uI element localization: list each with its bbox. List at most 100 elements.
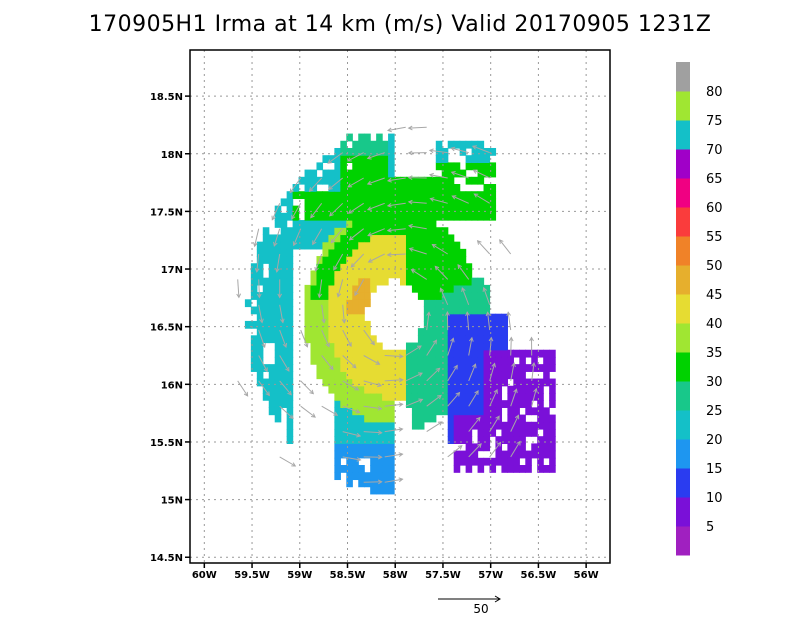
wind-cell bbox=[441, 169, 449, 178]
wind-cell bbox=[376, 198, 383, 207]
wind-cell bbox=[322, 342, 330, 351]
wind-cell bbox=[429, 212, 437, 221]
wind-cell bbox=[429, 184, 437, 192]
colorbar-label: 75 bbox=[706, 114, 723, 129]
wind-cell bbox=[447, 292, 455, 300]
wind-cell bbox=[423, 407, 431, 416]
wind-cell bbox=[370, 184, 377, 192]
wind-cell bbox=[328, 356, 335, 365]
wind-cell bbox=[435, 162, 443, 171]
wind-cell bbox=[489, 349, 497, 358]
wind-cell bbox=[358, 277, 365, 286]
wind-cell bbox=[352, 320, 359, 329]
wind-cell bbox=[286, 428, 294, 437]
wind-cell bbox=[489, 414, 497, 423]
wind-cell bbox=[334, 184, 341, 192]
wind-vector-head bbox=[355, 409, 361, 414]
wind-vector bbox=[363, 380, 382, 387]
wind-cell bbox=[465, 342, 473, 351]
wind-cell bbox=[441, 385, 449, 394]
wind-vector bbox=[347, 177, 364, 188]
wind-cell bbox=[340, 443, 347, 452]
wind-cell bbox=[280, 256, 288, 264]
wind-cell bbox=[429, 328, 437, 336]
wind-vector bbox=[300, 380, 314, 395]
wind-cell bbox=[310, 320, 318, 329]
wind-cell bbox=[328, 378, 335, 387]
wind-cell bbox=[358, 371, 365, 380]
wind-cell bbox=[334, 241, 341, 250]
wind-cell bbox=[411, 234, 419, 243]
wind-cell bbox=[549, 465, 556, 473]
wind-cell bbox=[358, 198, 365, 207]
colorbar-segment bbox=[676, 410, 690, 440]
wind-cell bbox=[382, 356, 389, 365]
wind-cell bbox=[280, 364, 288, 372]
wind-cell bbox=[352, 140, 359, 149]
wind-cell bbox=[334, 205, 341, 214]
wind-cell bbox=[477, 392, 485, 401]
wind-vector-head bbox=[321, 318, 327, 324]
wind-vector bbox=[426, 421, 443, 433]
wind-cell bbox=[495, 436, 503, 444]
wind-cell bbox=[423, 184, 431, 192]
wind-cell bbox=[376, 486, 383, 495]
wind-vector bbox=[468, 390, 479, 407]
wind-vector bbox=[429, 174, 448, 179]
wind-cell bbox=[352, 227, 359, 236]
wind-cell bbox=[334, 212, 341, 221]
wind-cell bbox=[310, 356, 318, 365]
wind-cell bbox=[382, 162, 389, 171]
wind-cell bbox=[280, 234, 288, 243]
wind-cell bbox=[328, 313, 335, 322]
wind-cell bbox=[549, 457, 556, 466]
wind-cell bbox=[286, 421, 294, 430]
wind-vector-head bbox=[439, 287, 445, 293]
wind-cell bbox=[459, 212, 467, 221]
wind-cell bbox=[447, 306, 455, 315]
colorbar-segment bbox=[676, 381, 690, 411]
wind-cell bbox=[441, 356, 449, 365]
wind-cell bbox=[250, 284, 258, 293]
wind-cell bbox=[549, 349, 556, 358]
colorbar-label: 30 bbox=[706, 375, 723, 390]
wind-cell bbox=[477, 371, 485, 380]
wind-cell bbox=[322, 320, 330, 329]
wind-vector bbox=[387, 177, 406, 182]
wind-cell bbox=[471, 443, 479, 452]
wind-cell bbox=[459, 436, 467, 444]
wind-cell bbox=[346, 385, 353, 394]
wind-cell bbox=[400, 234, 407, 243]
wind-cell bbox=[304, 241, 312, 250]
wind-cell bbox=[358, 270, 365, 279]
wind-cell bbox=[405, 400, 413, 408]
wind-cell bbox=[388, 234, 395, 243]
wind-cell bbox=[382, 169, 389, 178]
wind-vector bbox=[342, 405, 360, 413]
wind-cell bbox=[352, 212, 359, 221]
wind-cell bbox=[286, 436, 294, 444]
wind-cell bbox=[447, 320, 455, 329]
wind-cell bbox=[489, 320, 497, 329]
wind-cell bbox=[280, 212, 288, 221]
wind-vector bbox=[321, 355, 334, 370]
wind-vector bbox=[318, 279, 323, 298]
wind-cell bbox=[358, 385, 365, 394]
wind-cell bbox=[358, 241, 365, 250]
wind-cell bbox=[411, 400, 419, 408]
wind-cell bbox=[477, 205, 485, 214]
wind-cell bbox=[417, 277, 425, 286]
wind-cell bbox=[411, 407, 419, 416]
wind-cell bbox=[423, 256, 431, 264]
wind-cell bbox=[346, 205, 353, 214]
wind-cell bbox=[525, 378, 532, 387]
wind-cell bbox=[274, 256, 282, 264]
wind-vector-head bbox=[488, 336, 494, 342]
wind-cell bbox=[513, 421, 520, 430]
wind-cell bbox=[322, 248, 330, 257]
wind-cell bbox=[292, 234, 300, 243]
wind-cell bbox=[483, 356, 491, 365]
wind-cell bbox=[364, 256, 371, 264]
wind-cell bbox=[441, 364, 449, 372]
wind-cell bbox=[358, 284, 365, 293]
